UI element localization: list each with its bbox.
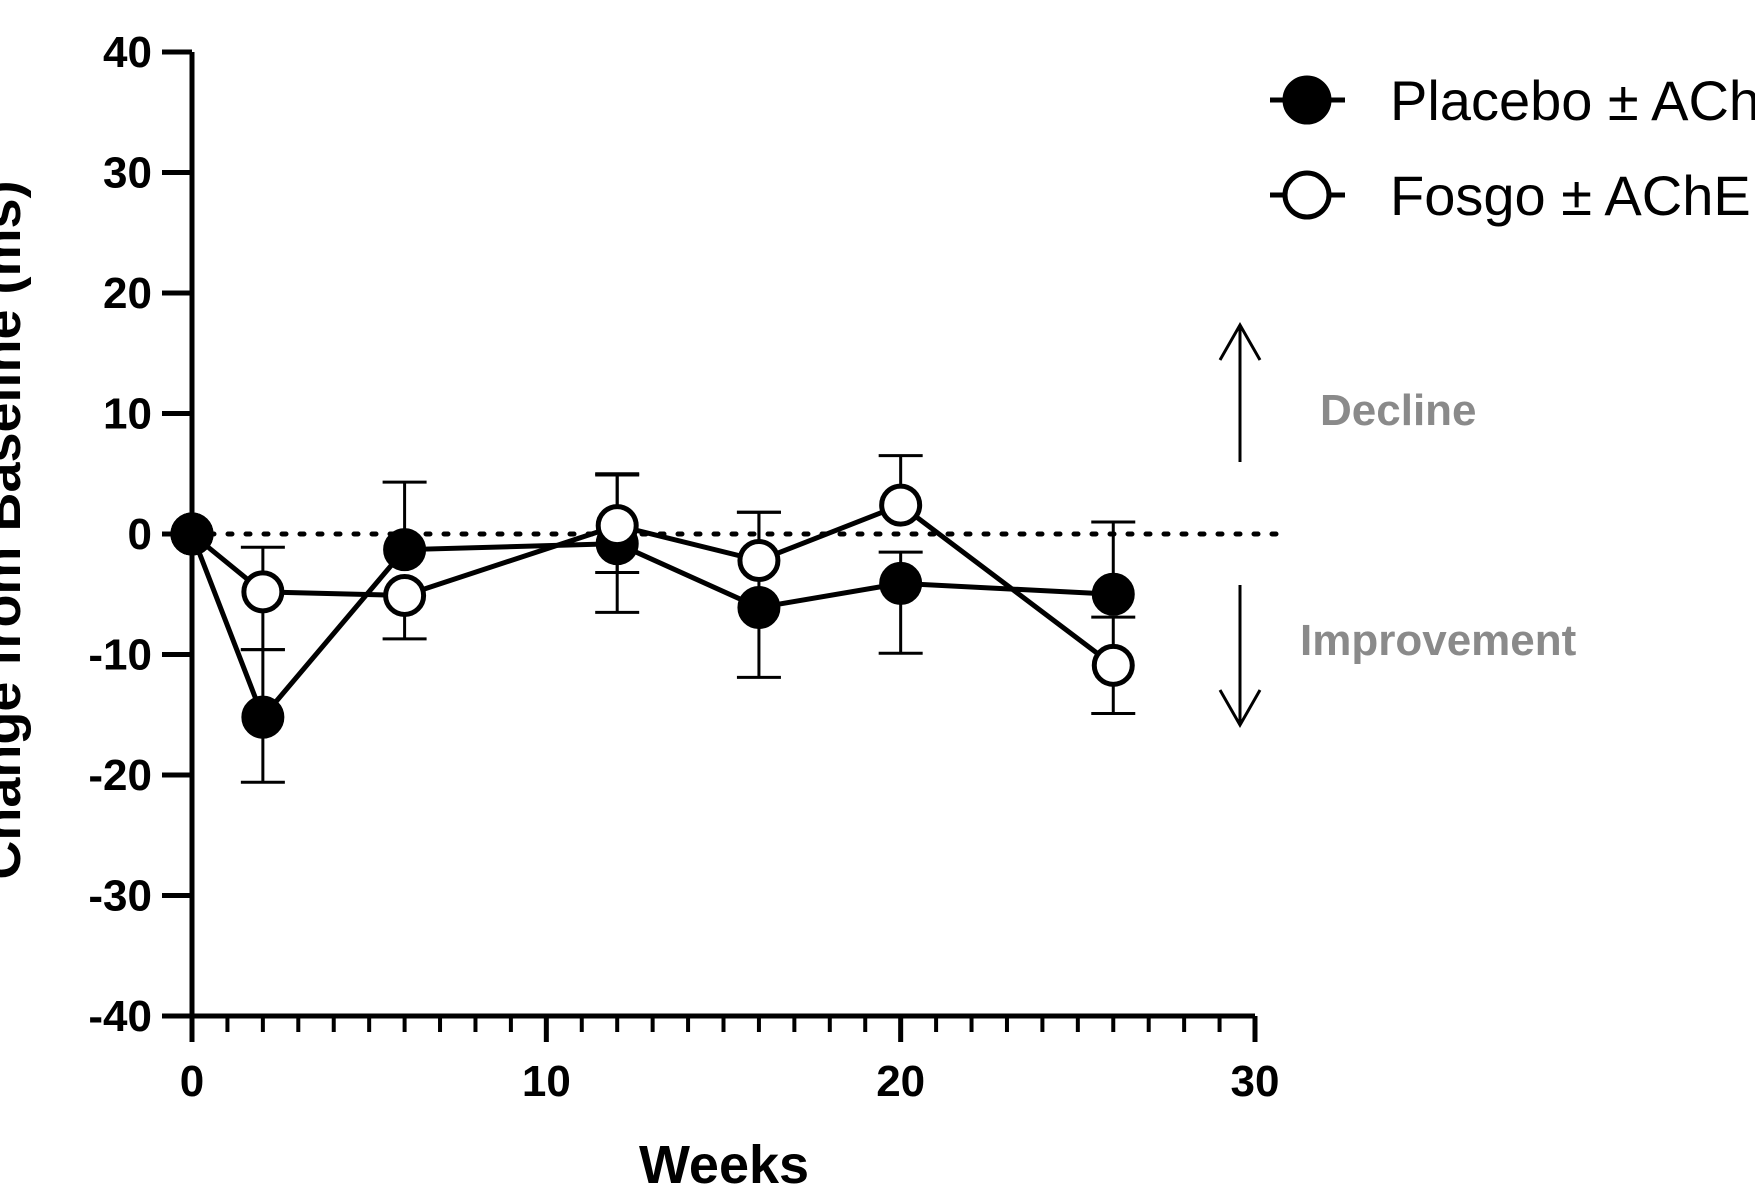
y-tick-label: 40 <box>103 28 152 77</box>
data-point <box>1091 643 1135 687</box>
y-tick-label: 30 <box>103 149 152 198</box>
data-point <box>737 539 781 583</box>
y-tick-label: 0 <box>128 510 152 559</box>
series-fosgo <box>170 454 1136 716</box>
y-axis-title: Change from Baseline (ms) <box>0 180 32 879</box>
improvement-arrowhead <box>1218 689 1262 729</box>
y-tick-label: 10 <box>103 390 152 439</box>
y-tick-label: -10 <box>88 631 152 680</box>
annotations: Decline Improvement <box>1218 321 1577 729</box>
decline-arrowhead <box>1218 321 1262 361</box>
legend: Placebo ± AChEI Fosgo ± AChEI <box>1270 69 1755 227</box>
y-tick-label: -30 <box>88 872 152 921</box>
data-point <box>737 586 781 630</box>
axes: -40 -30 -20 -10 0 10 20 30 40 0 10 20 30 <box>88 28 1279 1106</box>
x-tick-label: 0 <box>180 1057 204 1106</box>
y-tick-label: -40 <box>88 992 152 1041</box>
y-tick-label: -20 <box>88 751 152 800</box>
series-layer <box>170 454 1136 784</box>
data-point <box>383 573 427 617</box>
data-point <box>1091 572 1135 616</box>
data-point <box>879 483 923 527</box>
data-point <box>595 504 639 548</box>
legend-label: Fosgo ± AChEI <box>1390 164 1755 227</box>
data-point-origin <box>170 512 214 556</box>
x-tick-label: 20 <box>876 1057 925 1106</box>
y-tick-label: 20 <box>103 269 152 318</box>
data-point <box>383 528 427 572</box>
x-tick-label: 30 <box>1231 1057 1280 1106</box>
improvement-label: Improvement <box>1300 616 1577 665</box>
data-point <box>879 561 923 605</box>
decline-label: Decline <box>1320 386 1477 435</box>
x-tick-label: 10 <box>522 1057 571 1106</box>
data-point <box>241 570 285 614</box>
legend-label: Placebo ± AChEI <box>1390 69 1755 132</box>
legend-marker <box>1282 170 1332 220</box>
series-placebo <box>170 473 1136 784</box>
legend-marker <box>1282 75 1332 125</box>
x-axis-title: Weeks <box>639 1135 809 1191</box>
data-point <box>241 695 285 739</box>
